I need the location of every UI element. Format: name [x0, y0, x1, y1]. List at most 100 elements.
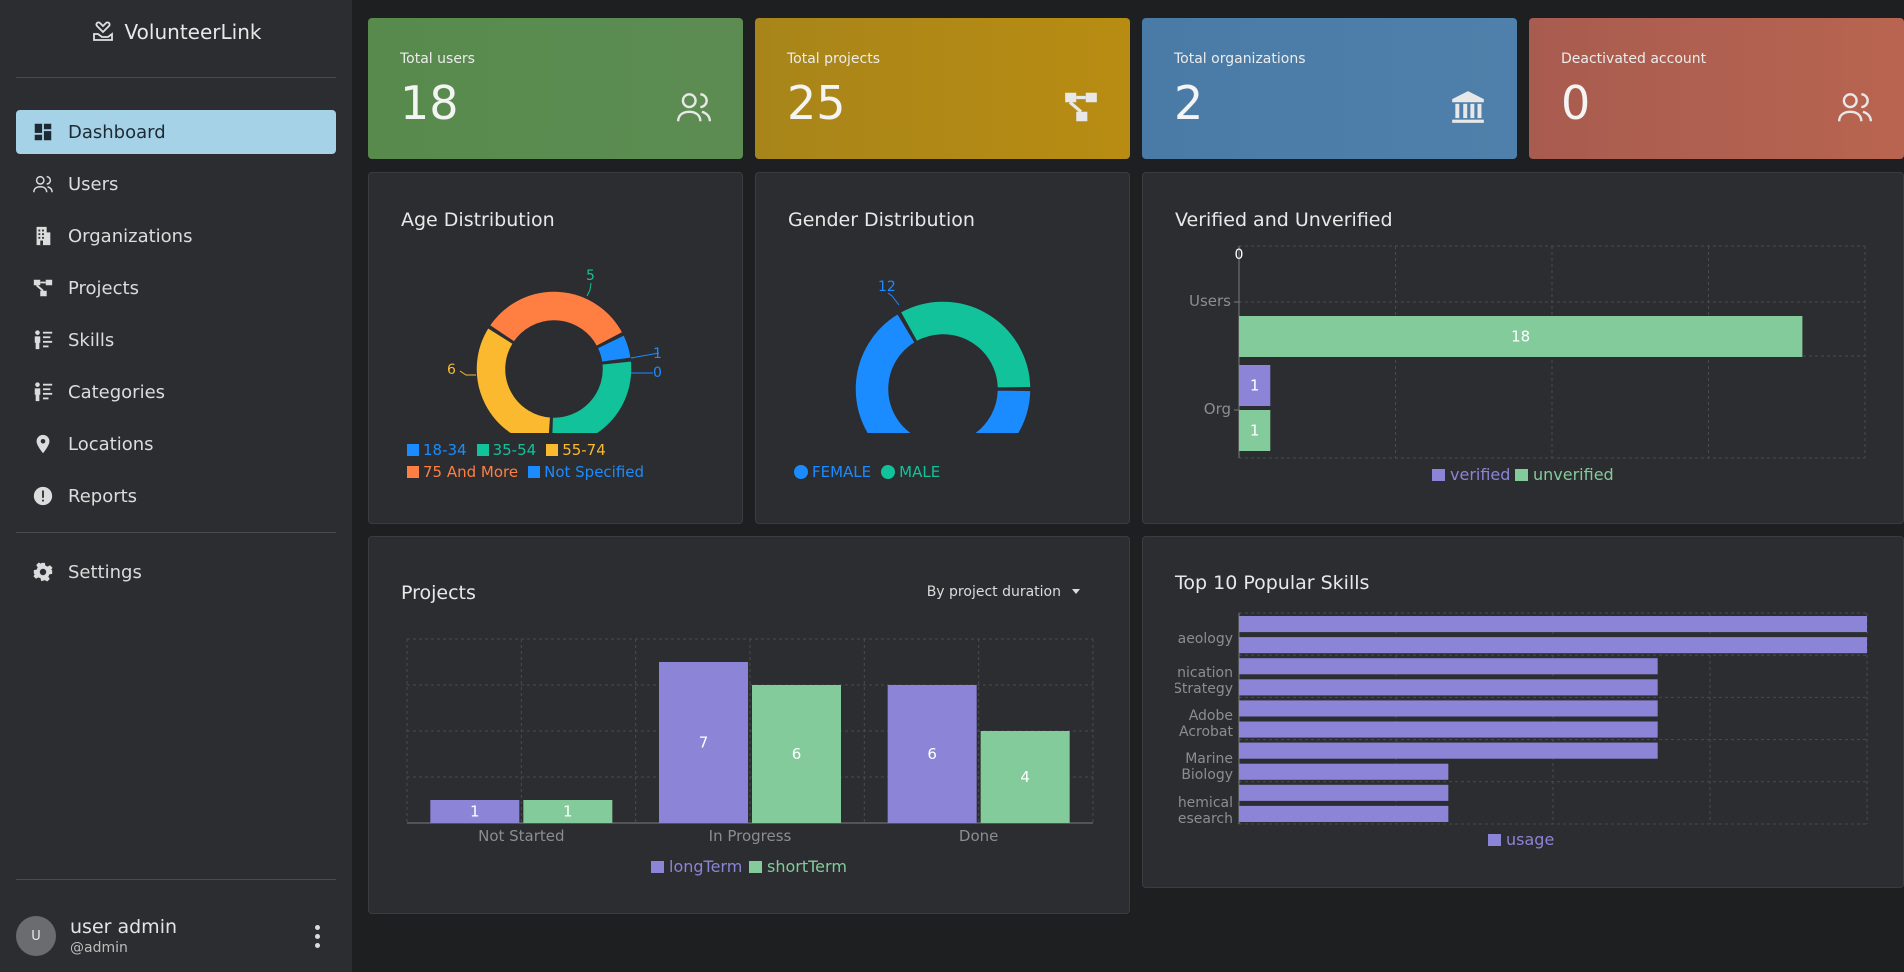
building-icon [36, 226, 51, 246]
legend-swatch-unverified[interactable] [1515, 469, 1528, 481]
bar-skill-3[interactable] [1239, 658, 1658, 675]
legend-label-longTerm[interactable]: longTerm [669, 857, 742, 876]
sidebar-item-label: Skills [68, 329, 115, 351]
x-tick-label: In Progress [709, 827, 792, 845]
label-leader-line [459, 370, 476, 376]
sidebar-item-settings[interactable]: Settings [16, 550, 336, 594]
legend-label-shortTerm[interactable]: shortTerm [767, 857, 847, 876]
skills-bar-chart: aeology nication Strategy Adobe Acrobat Marin… [1175, 612, 1868, 849]
legend-item-female[interactable]: FEMALE [794, 463, 871, 481]
bar-value-label: 1 [563, 803, 573, 821]
legend-label-verified[interactable]: verified [1450, 465, 1510, 484]
legend-item-male[interactable]: MALE [881, 463, 940, 481]
legend-swatch-shortTerm[interactable] [749, 861, 762, 873]
bar-shortTerm-done[interactable] [980, 731, 1070, 823]
dashboard-icon [34, 123, 52, 141]
donut-slice-35-54[interactable] [550, 359, 633, 433]
bar-skill-2[interactable] [1239, 637, 1867, 654]
bar-shortTerm-in-progress[interactable] [752, 685, 841, 823]
panel-title: Projects [401, 582, 476, 604]
legend-swatch [528, 466, 541, 478]
user-profile: U user admin @admin [16, 910, 336, 962]
bar-skill-10[interactable] [1239, 805, 1449, 822]
panel-title: Top 10 Popular Skills [1175, 572, 1370, 594]
donut-slice-55-74[interactable] [475, 326, 552, 433]
hierarchy-icon [1065, 92, 1097, 122]
legend-swatch-longTerm[interactable] [651, 861, 664, 873]
bar-value-label: 6 [792, 745, 802, 763]
users-icon [1837, 93, 1873, 122]
sidebar-divider [16, 879, 336, 880]
gear-icon [33, 562, 53, 582]
bar-verified-org[interactable] [1239, 365, 1271, 406]
bar-skill-4[interactable] [1239, 679, 1658, 696]
stat-label: Total users [400, 51, 475, 67]
bar-value-label: 4 [1020, 768, 1030, 786]
legend-swatch-usage[interactable] [1488, 834, 1501, 846]
bar-skill-7[interactable] [1239, 742, 1658, 759]
legend-item-18-34[interactable]: 18-34 [407, 441, 467, 459]
sidebar-divider [16, 77, 336, 78]
project-duration-select[interactable]: By project duration [927, 584, 1081, 600]
bar-skill-8[interactable] [1239, 763, 1449, 780]
legend-item-35-54[interactable]: 35-54 [476, 441, 537, 459]
legend-label: 35-54 [492, 441, 537, 459]
stat-card-deactivated-accounts[interactable]: Deactivated account 0 [1529, 18, 1904, 159]
sidebar-item-label: Locations [68, 433, 154, 455]
bar-longTerm-in-progress[interactable] [659, 662, 748, 823]
legend-label-usage[interactable]: usage [1506, 830, 1554, 849]
stat-card-total-organizations[interactable]: Total organizations 2 [1142, 18, 1517, 159]
stat-label: Total projects [787, 51, 881, 67]
donut-slice-75-and-more[interactable] [488, 290, 624, 348]
verified-bar-chart: Users Org 0 18 1 1 verified unverified [1189, 245, 1866, 484]
projects-bar-chart: Not Started 1 1 In Progress 7 6 Done 6 4 longTerm… [406, 638, 1094, 876]
y-tick-label: hemical esearch [1178, 795, 1233, 827]
bar-unverified-org[interactable] [1239, 410, 1271, 451]
legend-label-unverified[interactable]: unverified [1533, 465, 1614, 484]
donut-slice-male[interactable] [899, 300, 1032, 389]
sidebar-item-organizations[interactable]: Organizations [16, 214, 336, 258]
legend-label: Not Specified [544, 463, 645, 481]
sidebar-item-users[interactable]: Users [16, 162, 336, 206]
sidebar-item-reports[interactable]: Reports [16, 474, 336, 518]
sidebar-item-locations[interactable]: Locations [16, 422, 336, 466]
legend-label: 55-74 [562, 441, 606, 459]
bar-skill-5[interactable] [1239, 700, 1658, 717]
sidebar-item-categories[interactable]: Categories [16, 370, 336, 414]
sidebar-item-label: Organizations [68, 225, 193, 247]
sidebar-item-skills[interactable]: Skills [16, 318, 336, 362]
legend-item-not-specified[interactable]: Not Specified [528, 463, 644, 481]
stat-card-total-projects[interactable]: Total projects 25 [755, 18, 1130, 159]
bar-unverified-users[interactable] [1239, 316, 1803, 357]
legend-swatch-verified[interactable] [1432, 469, 1445, 481]
bar-longTerm-done[interactable] [887, 685, 977, 823]
bar-skill-9[interactable] [1239, 784, 1449, 801]
gender-donut-chart: 126 [854, 279, 1032, 433]
stat-card-total-users[interactable]: Total users 18 [368, 18, 743, 159]
bar-value-label: 0 [1235, 247, 1244, 263]
more-options-button[interactable] [306, 924, 328, 948]
user-handle: @admin [70, 940, 128, 956]
legend-item-55-74[interactable]: 55-74 [546, 441, 606, 459]
bar-longTerm-not-started[interactable] [430, 800, 520, 823]
legend-item-75-and-more[interactable]: 75 And More [407, 463, 518, 481]
hand-heart-icon [92, 21, 113, 41]
sidebar-item-dashboard[interactable]: Dashboard [16, 110, 336, 154]
bar-value-label: 7 [699, 734, 709, 752]
donut-slice-18-34[interactable] [596, 333, 633, 364]
sidebar-item-label: Reports [68, 485, 138, 507]
sidebar-item-label: Settings [68, 561, 142, 583]
avatar[interactable]: U [16, 916, 56, 956]
legend-swatch [546, 444, 559, 456]
top-skills-panel: Top 10 Popular Skills aeology nication Str… [1142, 536, 1904, 888]
sidebar-item-projects[interactable]: Projects [16, 266, 336, 310]
x-tick-label: Not Started [478, 827, 564, 845]
bar-skill-6[interactable] [1239, 721, 1658, 738]
gender-legend: FEMALE MALE [794, 463, 1094, 481]
bar-value-label: 1 [1250, 422, 1260, 440]
bar-shortTerm-not-started[interactable] [523, 800, 613, 823]
bar-skill-1[interactable] [1239, 616, 1867, 633]
brand[interactable]: VolunteerLink [0, 0, 352, 64]
donut-slice-female[interactable] [854, 312, 1032, 433]
stat-value: 0 [1561, 76, 1591, 130]
